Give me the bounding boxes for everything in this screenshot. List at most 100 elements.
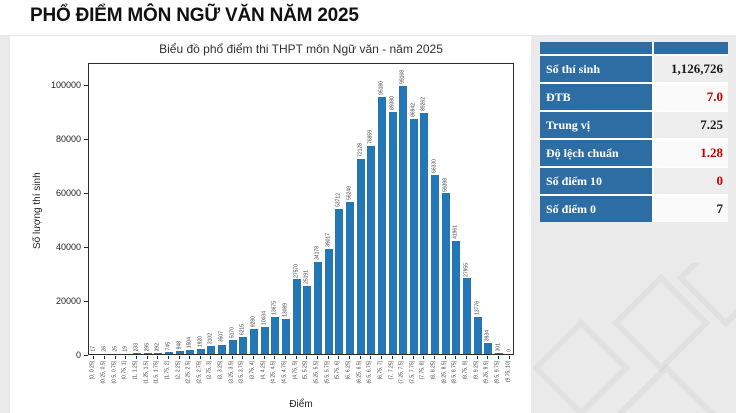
bar-value-label: 56248 [346, 186, 353, 200]
score-distribution-chart: Biểu đồ phổ điểm thi THPT môn Ngữ văn - … [10, 36, 531, 413]
x-tick-mark [380, 356, 382, 359]
bar [335, 208, 344, 354]
x-tick-label: (8.5, 8.75] [451, 361, 458, 384]
bar [367, 146, 376, 354]
bar-slot: 59398 [440, 64, 451, 354]
x-tick-label: (3.5, 3.75] [238, 361, 245, 384]
stats-row-label: ĐTB [540, 84, 652, 110]
x-tick-label: (6.25, 6.5] [356, 361, 363, 384]
x-tick-mark [402, 356, 404, 359]
bar [186, 349, 195, 354]
x-tick-mark [114, 356, 116, 359]
diamond-decoration [617, 364, 716, 413]
stats-header-cell [654, 42, 728, 54]
bar-value-label: 17 [90, 346, 97, 352]
diamond-decoration [532, 319, 631, 413]
x-tick-mark [498, 356, 500, 359]
bar [388, 112, 397, 354]
x-tick-mark [466, 356, 468, 359]
bar [207, 345, 216, 354]
page-title: PHỔ ĐIỂM MÔN NGỮ VĂN NĂM 2025 [30, 5, 359, 26]
bar-slot: 25191 [302, 64, 313, 354]
bar [175, 351, 184, 354]
bar-slot: 19 [121, 64, 132, 354]
stats-row-label: Số thí sinh [540, 56, 652, 82]
stats-row-value: 0 [654, 168, 728, 194]
bar-slot: 95180 [377, 64, 388, 354]
x-tick-mark [167, 356, 169, 359]
x-tick-label: (7.25, 7.5] [398, 361, 405, 384]
bar-value-label: 301 [495, 342, 502, 352]
bar-slot: 5170 [227, 64, 238, 354]
bar-value-label: 95180 [378, 80, 385, 95]
x-tick-mark [508, 356, 510, 359]
x-tick-label: (0.5, 0.75] [111, 361, 118, 384]
bar-value-label: 3102 [207, 332, 214, 344]
x-tick-label: (5.25, 5.5] [313, 361, 320, 384]
bar-slot: 27955 [462, 64, 473, 354]
stats-row-label: Trung vị [540, 112, 652, 138]
bar [409, 118, 418, 354]
bar-value-label: 233 [133, 343, 140, 352]
bar [282, 318, 290, 354]
x-tick-label: (4.25, 4.5] [270, 361, 277, 384]
x-tick-mark [370, 356, 372, 359]
x-tick-mark [327, 356, 329, 359]
bar-slot: 295 [142, 64, 153, 354]
bar-value-label: 6215 [239, 324, 246, 336]
bar-slot: 10034 [259, 64, 270, 354]
bar-value-label: 66330 [431, 158, 438, 173]
bar-value-label: 39017 [325, 232, 332, 247]
y-tick-label: 80000 [55, 133, 81, 144]
bar-value-label: 27955 [463, 262, 470, 277]
x-tick-label: (3, 3.25] [217, 361, 224, 380]
bar-slot: 0 [504, 64, 515, 354]
bar-slot: 72128 [355, 64, 366, 354]
bar-slot: 76859 [366, 64, 377, 354]
bar [441, 193, 450, 354]
x-tick-label: (2.75, 3] [206, 361, 213, 380]
plot-area: 17 26 25 19 233 295 392 745 948 1504 1920 3102 3507 5… [88, 63, 514, 355]
y-tick-mark [84, 355, 88, 356]
bar-value-label: 25 [112, 346, 119, 352]
bar-slot: 89262 [419, 64, 430, 354]
bar-slot: 392 [153, 64, 164, 354]
bar-value-label: 72128 [357, 143, 364, 157]
x-tick-label: (9, 9.25] [473, 361, 480, 380]
bar-slot: 948 [174, 64, 185, 354]
x-tick-label: (8.75, 9] [462, 361, 469, 380]
bar [250, 328, 259, 354]
bar-value-label: 1504 [186, 336, 193, 348]
x-tick-label: (6, 6.25] [345, 361, 352, 380]
x-tick-mark [359, 356, 361, 359]
bar-slot: 13776 [472, 64, 483, 354]
y-tick-label: 0 [75, 350, 81, 360]
x-tick-label: (2.5, 2.75] [196, 361, 203, 384]
bar-value-label: 745 [165, 341, 172, 350]
bar [164, 352, 173, 354]
stats-row-value: 1,126,726 [654, 56, 728, 82]
bar-value-label: 76859 [367, 130, 374, 145]
x-tick-label: (8.25, 8.5] [441, 361, 448, 384]
bar [228, 340, 237, 354]
x-tick-mark [221, 356, 223, 359]
x-tick-label: (9.25, 9.5] [483, 361, 490, 384]
bar [324, 248, 333, 354]
bar-value-label: 13089 [282, 302, 289, 317]
stats-row-label: Số điểm 0 [540, 196, 652, 222]
bar-value-label: 13675 [271, 301, 278, 316]
x-tick-label: (5, 5.25] [302, 361, 309, 380]
background-pattern [506, 263, 736, 413]
slide-background: Biểu đồ phổ điểm thi THPT môn Ngữ văn - … [0, 35, 736, 413]
x-tick-mark [210, 356, 212, 359]
x-tick-mark [231, 356, 233, 359]
x-tick-mark [412, 356, 414, 359]
bar-slot: 1504 [185, 64, 196, 354]
x-tick-mark [189, 356, 191, 359]
bar [356, 159, 365, 354]
bar-slot: 1920 [196, 64, 207, 354]
bar [154, 352, 163, 354]
bar-slot: 39017 [323, 64, 334, 354]
x-tick-label: (1, 1.25] [132, 361, 139, 380]
y-tick-label: 100000 [50, 79, 81, 90]
